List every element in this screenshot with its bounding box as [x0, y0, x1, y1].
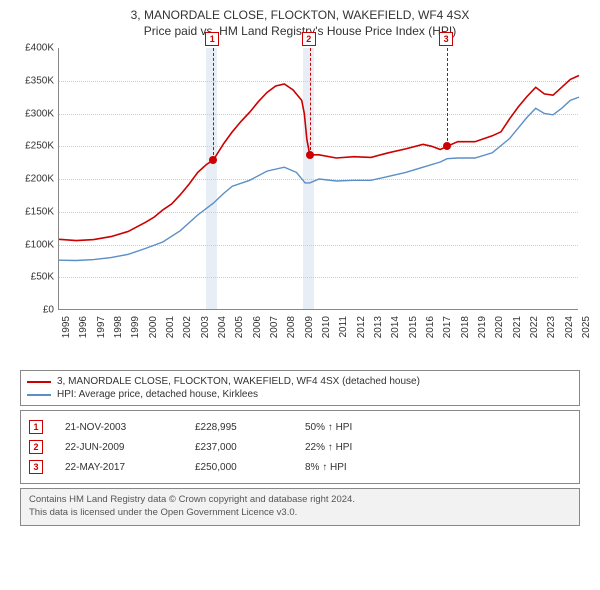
chart-title-subtitle: Price paid vs. HM Land Registry's House … — [8, 24, 592, 38]
sale-price: £228,995 — [195, 422, 305, 433]
x-tick-label: 2013 — [373, 316, 384, 338]
y-tick-label: £250K — [25, 141, 54, 152]
attribution-footer: Contains HM Land Registry data © Crown c… — [20, 488, 580, 526]
marker-label: 1 — [205, 32, 219, 46]
x-tick-label: 2001 — [165, 316, 176, 338]
legend-item: 3, MANORDALE CLOSE, FLOCKTON, WAKEFIELD,… — [27, 375, 573, 388]
marker-dot — [209, 156, 217, 164]
chart-title-block: 3, MANORDALE CLOSE, FLOCKTON, WAKEFIELD,… — [8, 8, 592, 38]
x-tick-label: 2006 — [252, 316, 263, 338]
series-price_paid — [59, 76, 579, 241]
chart-title-address: 3, MANORDALE CLOSE, FLOCKTON, WAKEFIELD,… — [8, 8, 592, 22]
x-tick-label: 2024 — [564, 316, 575, 338]
x-tick-label: 2014 — [390, 316, 401, 338]
x-tick-label: 2008 — [286, 316, 297, 338]
marker-dot — [443, 142, 451, 150]
marker-label: 2 — [302, 32, 316, 46]
x-tick-label: 2017 — [442, 316, 453, 338]
legend-label: 3, MANORDALE CLOSE, FLOCKTON, WAKEFIELD,… — [57, 376, 420, 387]
legend-swatch — [27, 394, 51, 396]
x-tick-label: 2004 — [217, 316, 228, 338]
y-tick-label: £50K — [31, 272, 54, 283]
series-hpi — [59, 97, 579, 260]
x-tick-label: 2018 — [460, 316, 471, 338]
x-tick-label: 2010 — [321, 316, 332, 338]
marker-line — [213, 48, 214, 160]
marker-line — [447, 48, 448, 146]
x-tick-label: 2009 — [304, 316, 315, 338]
sales-table: 1 21-NOV-2003£228,99550% ↑ HPI 2 22-JUN-200… — [20, 410, 580, 484]
x-tick-label: 2023 — [546, 316, 557, 338]
plot-wrapper: £0 £50K £100K £150K £200K £250K £300K £350K £400… — [16, 44, 584, 364]
x-tick-label: 2007 — [269, 316, 280, 338]
sale-date: 22-MAY-2017 — [65, 462, 195, 473]
x-tick-label: 2005 — [234, 316, 245, 338]
sale-price: £237,000 — [195, 442, 305, 453]
footer-line-1: Contains HM Land Registry data © Crown c… — [29, 494, 571, 507]
x-tick-label: 2022 — [529, 316, 540, 338]
y-tick-label: £100K — [25, 239, 54, 250]
x-tick-label: 1996 — [78, 316, 89, 338]
marker-line — [310, 48, 311, 155]
legend-swatch — [27, 381, 51, 383]
y-tick-label: £200K — [25, 174, 54, 185]
y-tick-label: £150K — [25, 206, 54, 217]
x-tick-label: 2012 — [356, 316, 367, 338]
sale-diff: 50% ↑ HPI — [305, 422, 352, 433]
y-tick-label: £400K — [25, 43, 54, 54]
y-tick-label: £350K — [25, 75, 54, 86]
x-tick-label: 1995 — [61, 316, 72, 338]
sale-diff: 8% ↑ HPI — [305, 462, 347, 473]
chart-svg — [59, 48, 579, 310]
x-tick-label: 2003 — [200, 316, 211, 338]
sale-marker: 2 — [29, 440, 43, 454]
y-tick-label: £300K — [25, 108, 54, 119]
sale-row: 1 21-NOV-2003£228,99550% ↑ HPI — [29, 417, 571, 437]
sale-date: 21-NOV-2003 — [65, 422, 195, 433]
sale-row: 2 22-JUN-2009£237,00022% ↑ HPI — [29, 437, 571, 457]
x-tick-label: 2019 — [477, 316, 488, 338]
legend-item: HPI: Average price, detached house, Kirk… — [27, 388, 573, 401]
x-tick-label: 1999 — [130, 316, 141, 338]
x-tick-label: 1997 — [96, 316, 107, 338]
x-tick-label: 2000 — [148, 316, 159, 338]
marker-label: 3 — [439, 32, 453, 46]
x-tick-label: 2016 — [425, 316, 436, 338]
x-tick-label: 2011 — [338, 316, 349, 338]
chart-container: 3, MANORDALE CLOSE, FLOCKTON, WAKEFIELD,… — [0, 0, 600, 590]
x-tick-label: 2015 — [408, 316, 419, 338]
footer-line-2: This data is licensed under the Open Gov… — [29, 507, 571, 520]
x-tick-label: 2020 — [494, 316, 505, 338]
sale-price: £250,000 — [195, 462, 305, 473]
x-tick-label: 1998 — [113, 316, 124, 338]
sale-row: 3 22-MAY-2017£250,0008% ↑ HPI — [29, 457, 571, 477]
x-tick-label: 2025 — [581, 316, 592, 338]
sale-diff: 22% ↑ HPI — [305, 442, 352, 453]
x-tick-label: 2021 — [512, 316, 523, 338]
sale-marker: 1 — [29, 420, 43, 434]
y-tick-label: £0 — [43, 305, 54, 316]
sale-marker: 3 — [29, 460, 43, 474]
marker-dot — [306, 151, 314, 159]
legend-label: HPI: Average price, detached house, Kirk… — [57, 389, 258, 400]
x-tick-label: 2002 — [182, 316, 193, 338]
legend-box: 3, MANORDALE CLOSE, FLOCKTON, WAKEFIELD,… — [20, 370, 580, 406]
sale-date: 22-JUN-2009 — [65, 442, 195, 453]
plot-area — [58, 48, 578, 310]
